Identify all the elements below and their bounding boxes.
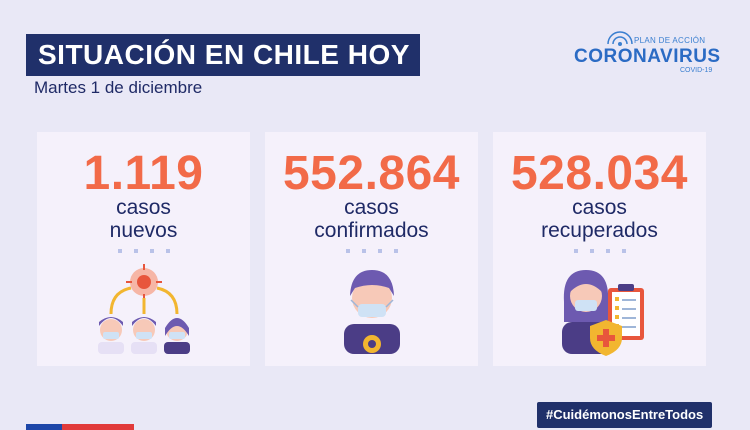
logo-line-coronavirus: CORONAVIRUS (574, 46, 721, 67)
divider-dots (345, 249, 398, 253)
card-new-cases: 1.119 casos nuevos (37, 132, 250, 366)
new-cases-label-1: casos (116, 196, 171, 219)
coronavirus-plan-logo: PLAN DE ACCIÓN CORONAVIRUS COVID-19 (568, 30, 721, 80)
confirmed-cases-number: 552.864 (282, 147, 460, 200)
logo-line-covid: COVID-19 (680, 67, 713, 74)
card-confirmed-cases: 552.864 casos confirmados (265, 132, 478, 366)
hashtag-badge: #CuidémonosEntreTodos (537, 402, 713, 428)
chile-flag-strip (26, 424, 134, 430)
confirmed-cases-label-2: confirmados (314, 219, 429, 242)
date-subtitle: Martes 1 de diciembre (34, 78, 203, 97)
government-seal-icon (607, 31, 633, 46)
new-cases-label-2: nuevos (109, 219, 178, 242)
recovered-person-clipboard-icon (561, 270, 644, 356)
divider-dots (117, 249, 170, 253)
masked-person-icon (343, 270, 400, 354)
confirmed-cases-label-1: casos (344, 196, 399, 219)
virus-spread-people-icon (97, 264, 190, 354)
card-recovered-cases: 528.034 casos recuperados (493, 132, 706, 366)
recovered-cases-label-1: casos (572, 196, 627, 219)
divider-dots (573, 249, 626, 253)
recovered-cases-number: 528.034 (510, 147, 688, 200)
logo-line-plan: PLAN DE ACCIÓN (634, 36, 706, 45)
recovered-cases-label-2: recuperados (541, 219, 658, 242)
new-cases-number: 1.119 (83, 147, 204, 200)
page-title: SITUACIÓN EN CHILE HOY (26, 34, 420, 76)
